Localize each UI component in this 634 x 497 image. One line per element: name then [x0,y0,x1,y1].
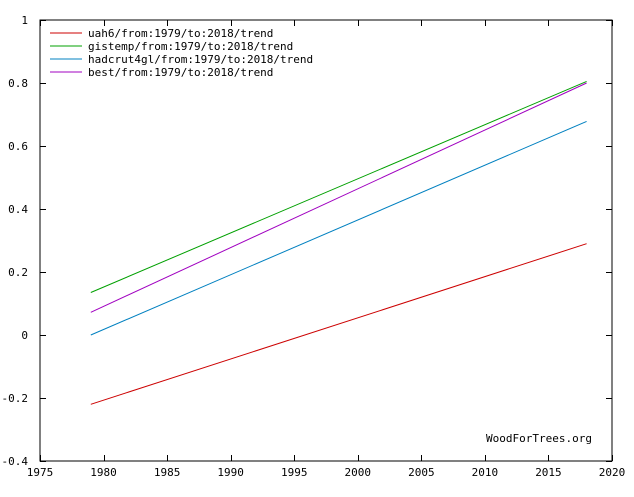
y-tick-label: -0.4 [2,455,29,468]
legend-label-1: uah6/from:1979/to:2018/trend [88,27,273,40]
axes: 1975 1980 1985 1990 1995 2000 2005 2010 2015 2020… [2,14,626,479]
x-tick-label: 2000 [345,466,372,479]
x-tick-label: 1975 [27,466,54,479]
y-tick-label: 0.2 [8,266,28,279]
credit-label: WoodForTrees.org [486,432,592,445]
legend-label-4: best/from:1979/to:2018/trend [88,66,273,79]
series-line-2 [90,80,587,293]
x-tick-label: 2010 [472,466,499,479]
legend-label-3: hadcrut4gl/from:1979/to:2018/trend [88,53,313,66]
legend-label-2: gistemp/from:1979/to:2018/trend [88,40,293,53]
x-tick-label: 2020 [599,466,626,479]
y-tick-label: 0.8 [8,77,28,90]
y-tick-label: 0.6 [8,140,28,153]
series-layer [90,80,587,405]
plot-frame [39,19,613,462]
x-tick-label: 1985 [154,466,181,479]
x-tick-label: 2005 [408,466,435,479]
x-tick-label: 2015 [535,466,562,479]
x-tick-label: 1995 [281,466,308,479]
y-tick-label: 0.4 [8,203,28,216]
series-line-4 [90,82,587,313]
x-tick-label: 1980 [90,466,117,479]
series-line-3 [90,120,587,336]
y-tick-label: -0.2 [2,392,29,405]
y-tick-label: 1 [21,14,28,27]
x-tick-label: 1990 [217,466,244,479]
y-tick-label: 0 [21,329,28,342]
series-line-1 [90,243,587,405]
legend: uah6/from:1979/to:2018/trendgistemp/from… [50,27,313,79]
